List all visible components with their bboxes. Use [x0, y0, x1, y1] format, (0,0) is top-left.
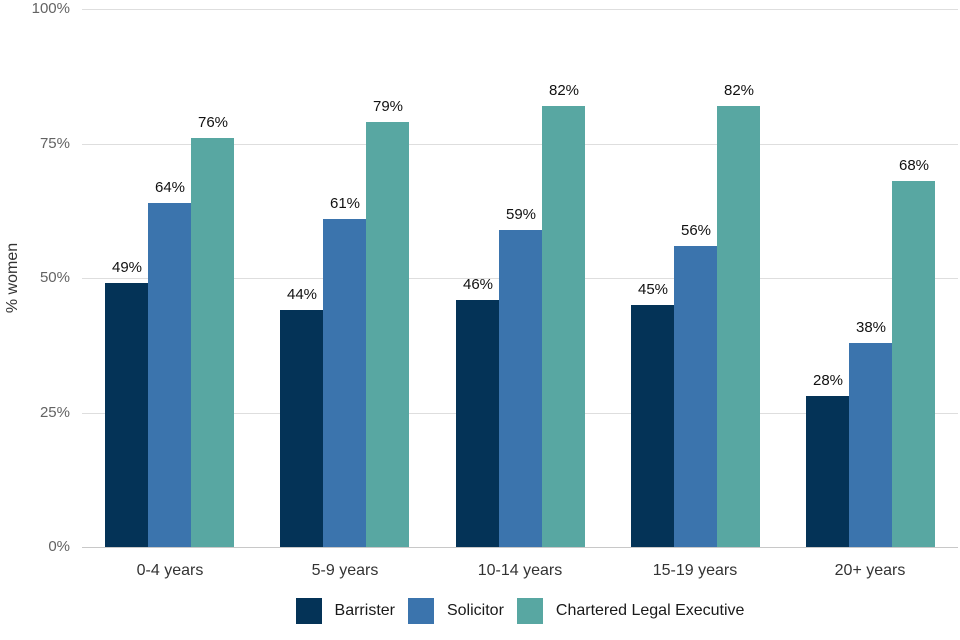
gridline	[82, 144, 958, 145]
bar	[542, 106, 585, 547]
bar	[456, 300, 499, 547]
bar-value-label: 38%	[855, 319, 887, 336]
legend-swatch	[516, 598, 543, 624]
bar	[191, 138, 234, 547]
bar	[717, 106, 760, 547]
bar	[849, 343, 892, 547]
bar	[806, 396, 849, 547]
x-tick-label: 0-4 years	[136, 562, 204, 579]
bar-value-label: 79%	[372, 98, 404, 115]
bar-value-label: 64%	[154, 179, 186, 196]
x-tick-label: 20+ years	[834, 562, 906, 579]
bar-value-label: 61%	[329, 195, 361, 212]
y-tick-label: 100%	[31, 0, 70, 17]
y-tick-label: 0%	[48, 538, 70, 555]
bar-value-label: 45%	[637, 281, 669, 298]
legend-swatch	[407, 598, 434, 624]
legend-label: Chartered Legal Executive	[555, 602, 745, 619]
y-tick-label: 50%	[39, 269, 70, 286]
bar-value-label: 82%	[548, 82, 580, 99]
bar	[148, 203, 191, 547]
bar	[280, 310, 323, 547]
bar-value-label: 68%	[898, 157, 930, 174]
x-tick-label: 5-9 years	[311, 562, 379, 579]
y-tick-label: 75%	[39, 135, 70, 152]
bar	[323, 219, 366, 547]
x-tick-label: 15-19 years	[652, 562, 738, 579]
bar	[892, 181, 935, 547]
legend-swatch	[295, 598, 322, 624]
legend-item: Barrister	[295, 598, 395, 624]
gridline	[82, 9, 958, 10]
x-axis-baseline	[82, 547, 958, 548]
bar-value-label: 46%	[462, 276, 494, 293]
bar-value-label: 28%	[812, 372, 844, 389]
legend-item: Chartered Legal Executive	[516, 598, 745, 624]
bar	[366, 122, 409, 547]
bar	[674, 246, 717, 547]
legend-label: Barrister	[334, 602, 395, 619]
bar	[499, 230, 542, 547]
legend-label: Solicitor	[446, 602, 504, 619]
y-tick-label: 25%	[39, 404, 70, 421]
bar-value-label: 49%	[111, 259, 143, 276]
bar-value-label: 82%	[723, 82, 755, 99]
legend: Barrister Solicitor Chartered Legal Execut…	[82, 598, 958, 624]
bar	[631, 305, 674, 547]
bar	[105, 283, 148, 547]
x-tick-label: 10-14 years	[477, 562, 563, 579]
bar-value-label: 56%	[680, 222, 712, 239]
bar-value-label: 44%	[286, 286, 318, 303]
bar-value-label: 59%	[505, 206, 537, 223]
bar-value-label: 76%	[197, 114, 229, 131]
legend-item: Solicitor	[407, 598, 504, 624]
